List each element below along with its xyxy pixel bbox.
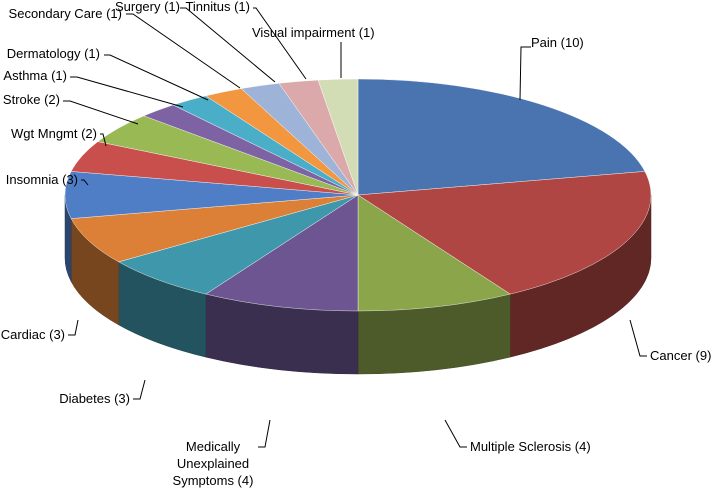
leader-line-asthma bbox=[70, 76, 184, 108]
leader-line-diabetes bbox=[133, 379, 146, 400]
data-label-multiple-sclerosis: Multiple Sclerosis (4) bbox=[470, 439, 591, 454]
leader-line-multiple-sclerosis bbox=[444, 419, 467, 448]
leader-line-dermatology bbox=[104, 54, 209, 101]
leader-line-cardiac bbox=[68, 319, 79, 336]
pie-slice-diabetes bbox=[118, 194, 359, 295]
pie-slice-medically-unexplained-symptoms bbox=[205, 194, 359, 312]
pie-slice-cardiac bbox=[70, 194, 359, 263]
leader-line-cancer bbox=[629, 319, 647, 357]
pie-slice-visual-impairment bbox=[317, 78, 359, 196]
pie-slice-multiple-sclerosis bbox=[357, 194, 511, 312]
data-label-visual-impairment: Visual impairment (1) bbox=[252, 25, 375, 40]
data-label-asthma: Asthma (1) bbox=[3, 68, 67, 83]
data-label-tinnitus: Tinnitus (1) bbox=[185, 0, 250, 14]
data-label-stroke: Stroke (2) bbox=[3, 92, 60, 107]
data-label-surgery: Surgery (1) bbox=[115, 0, 180, 14]
data-label-cancer: Cancer (9) bbox=[650, 348, 711, 363]
leader-line-surgery bbox=[180, 7, 276, 83]
leader-line-stroke bbox=[63, 100, 139, 125]
data-label-wgt-mngmt: Wgt Mngmt (2) bbox=[11, 126, 97, 141]
data-label-insomnia: Insomnia (3) bbox=[6, 172, 78, 187]
leader-line-pain bbox=[519, 46, 531, 101]
leader-line-insomnia bbox=[81, 179, 89, 186]
data-label-medically-unexplained-symptoms: Medically Unexplained Symptoms (4) bbox=[173, 439, 254, 488]
data-label-pain: Pain (10) bbox=[531, 35, 584, 50]
pie-slice-insomnia bbox=[64, 171, 359, 219]
pie-side-layer bbox=[64, 194, 652, 375]
leader-line-medically-unexplained-symptoms bbox=[258, 419, 271, 448]
data-label-cardiac: Cardiac (3) bbox=[1, 327, 65, 342]
pie-slice-pain bbox=[357, 78, 646, 196]
data-label-dermatology: Dermatology (1) bbox=[7, 46, 100, 61]
pie-slice-cancer bbox=[357, 171, 652, 295]
leader-line-tinnitus bbox=[253, 7, 307, 80]
leader-line-wgt-mngmt bbox=[100, 133, 107, 147]
data-label-secondary-care: Secondary Care (1) bbox=[9, 6, 122, 21]
leader-line-secondary-care bbox=[126, 13, 241, 89]
pie-top-layer bbox=[64, 78, 652, 312]
data-label-diabetes: Diabetes (3) bbox=[59, 391, 130, 406]
